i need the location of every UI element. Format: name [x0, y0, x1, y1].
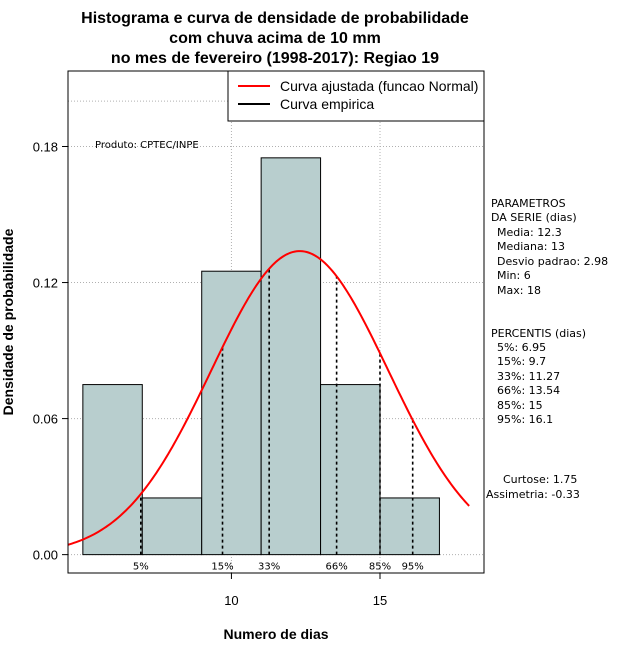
skewness: Assimetria: -0.33	[486, 488, 580, 501]
percentile-95: 95%: 16.1	[497, 413, 553, 426]
histogram-bars	[82, 157, 440, 556]
histogram-bar	[141, 497, 203, 556]
percentiles-panel: PERCENTIS (dias) 5%: 6.95 15%: 9.7 33%: …	[491, 327, 586, 426]
y-axis-title: Densidade de probabilidade	[0, 228, 16, 415]
parameters-heading-1: PARAMETROS	[491, 197, 566, 210]
histogram-bar	[201, 270, 262, 556]
y-tick-label: 0.00	[33, 548, 58, 563]
parameter-median: Mediana: 13	[497, 240, 565, 253]
y-tick-label: 0.18	[33, 140, 58, 155]
y-tick-label: 0.06	[33, 412, 58, 427]
percentile-lines: 5% 15% 33% 66% 85% 95%	[133, 268, 424, 573]
parameter-mean: Media: 12.3	[497, 226, 562, 239]
parameter-max: Max: 18	[497, 284, 541, 297]
y-tick-label: 0.12	[33, 276, 58, 291]
normal-curve-line	[67, 250, 470, 546]
histogram-bar	[260, 157, 322, 556]
chart-title-line-2: com chuva acima de 10 mm	[169, 30, 381, 47]
normal-curve	[67, 250, 470, 546]
product-annotation: Produto: CPTEC/INPE	[95, 140, 199, 151]
x-tick-label: 10	[224, 593, 238, 608]
legend-label-empirical: Curva empirica	[280, 96, 374, 112]
chart-title-line-3: no mes de fevereiro (1998-2017): Regiao …	[111, 50, 439, 67]
percentile-33: 33%: 11.27	[497, 370, 560, 383]
percentile-label: 85%	[369, 562, 391, 573]
percentile-85: 85%: 15	[497, 399, 543, 412]
parameters-heading-2: DA SERIE (dias)	[491, 211, 577, 224]
legend-label-normal: Curva ajustada (funcao Normal)	[280, 78, 478, 94]
x-tick-label: 15	[373, 593, 387, 608]
percentiles-heading: PERCENTIS (dias)	[491, 327, 586, 340]
kurtosis: Curtose: 1.75	[503, 473, 577, 486]
histogram-bar	[320, 384, 381, 556]
percentile-label: 33%	[258, 562, 280, 573]
x-axis-title: Numero de dias	[223, 626, 328, 642]
axes: 0.00 0.06 0.12 0.18 10 15	[33, 140, 388, 608]
chart-title-line-1: Histograma e curva de densidade de proba…	[81, 10, 469, 27]
percentile-5: 5%: 6.95	[497, 341, 546, 354]
parameter-min: Min: 6	[497, 269, 531, 282]
percentile-label: 66%	[325, 562, 347, 573]
legend-box	[227, 70, 485, 122]
percentile-label: 5%	[133, 562, 149, 573]
percentile-label: 15%	[211, 562, 233, 573]
parameters-panel: PARAMETROS DA SERIE (dias) Media: 12.3 M…	[491, 197, 608, 297]
parameter-sd: Desvio padrao: 2.98	[497, 255, 608, 268]
percentile-66: 66%: 13.54	[497, 384, 560, 397]
percentile-15: 15%: 9.7	[497, 355, 546, 368]
histogram-bar	[379, 497, 440, 556]
percentile-label: 95%	[402, 562, 424, 573]
histogram-bar	[82, 384, 143, 556]
shape-panel: Curtose: 1.75 Assimetria: -0.33	[486, 473, 580, 501]
legend: Curva ajustada (funcao Normal) Curva emp…	[227, 70, 485, 122]
